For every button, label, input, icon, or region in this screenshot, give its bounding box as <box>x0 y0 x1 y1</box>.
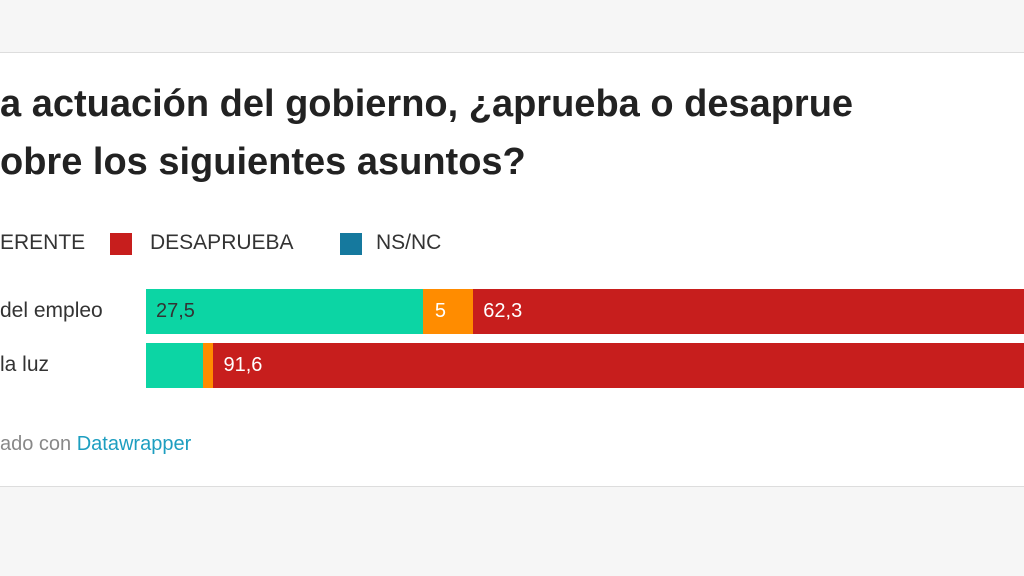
legend-label: DESAPRUEBA <box>150 231 294 254</box>
category-label: del empleo <box>0 299 103 322</box>
bar-segment <box>213 343 1024 388</box>
value-label: 5 <box>434 300 447 322</box>
bar-segment <box>473 289 1024 334</box>
chart-card: a actuación del gobierno, ¿aprueba o des… <box>0 52 1024 487</box>
bar-segment <box>203 343 214 388</box>
value-label: 27,5 <box>156 300 195 322</box>
value-label: 91,6 <box>223 354 263 376</box>
bar-segment <box>146 343 204 388</box>
footer-link[interactable]: Datawrapper <box>76 433 192 455</box>
category-label: la luz <box>0 353 50 376</box>
legend-swatch <box>340 233 362 255</box>
bar-segment <box>422 289 474 334</box>
chart-title: obre los siguientes asuntos? <box>0 141 526 183</box>
footer: ado con Datawrapper <box>0 433 191 456</box>
bar-segment <box>146 289 423 334</box>
chart-title: a actuación del gobierno, ¿aprueba o des… <box>0 83 854 125</box>
legend-label: ERENTE <box>0 231 86 254</box>
legend-label: NS/NC <box>376 231 442 254</box>
value-label: 62,3 <box>483 300 523 322</box>
legend-swatch <box>110 233 132 255</box>
footer-text: ado con <box>0 433 77 455</box>
